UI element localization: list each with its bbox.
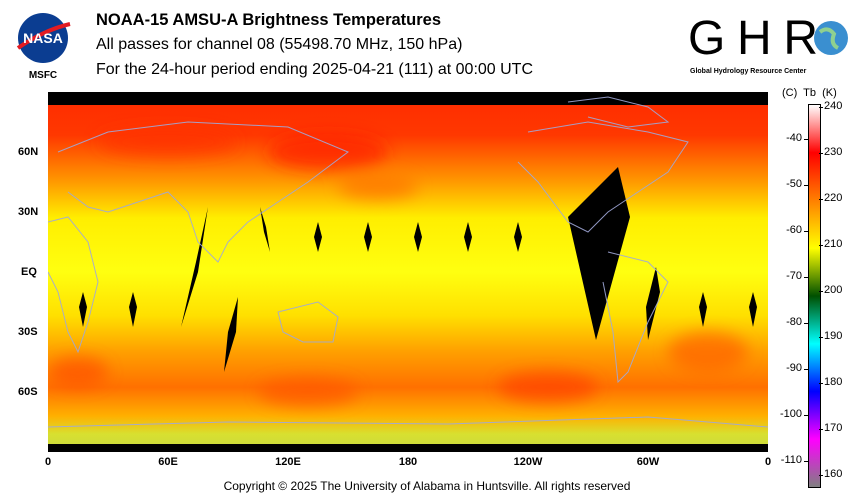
lon-label: 120W: [513, 456, 543, 468]
colorbar-header: (C) Tb (K): [782, 87, 837, 99]
lon-label: 60W: [636, 456, 660, 468]
lon-label: 0: [764, 456, 772, 468]
colorbar-tick: [804, 184, 808, 186]
colorbar-tick: [804, 230, 808, 232]
colorbar-tick: [819, 383, 823, 384]
colorbar-tick: [819, 337, 823, 338]
copyright: Copyright © 2025 The University of Alaba…: [223, 479, 631, 493]
celsius-label: -50: [786, 177, 802, 190]
kelvin-label: 180: [824, 376, 843, 388]
lat-label: 60N: [18, 146, 39, 158]
svg-text:GHR: GHR: [688, 12, 818, 65]
lat-label: 30S: [18, 326, 38, 338]
celsius-label: -40: [786, 131, 802, 144]
lat-label: 60S: [18, 386, 38, 398]
kelvin-label: 220: [824, 192, 843, 204]
colorbar-tick: [819, 291, 823, 292]
celsius-label: -70: [786, 269, 802, 282]
lon-label: 0: [44, 456, 52, 468]
celsius-label: -90: [786, 361, 802, 374]
colorbar-tick: [804, 414, 808, 416]
lat-label: 30N: [18, 206, 39, 218]
colorbar-tick: [819, 107, 823, 108]
kelvin-label: 200: [824, 284, 843, 296]
celsius-label: -80: [786, 315, 802, 328]
chart-subtitle: All passes for channel 08 (55498.70 MHz,…: [96, 36, 463, 53]
colorbar-tick: [804, 322, 808, 324]
celsius-label: -60: [786, 223, 802, 236]
lon-label: 180: [398, 456, 418, 468]
colorbar-tick: [804, 276, 808, 278]
ghrc-logo: GHR Global Hydrology Resource Center: [688, 12, 848, 75]
chart-title: NOAA-15 AMSU-A Brightness Temperatures: [96, 11, 442, 29]
kelvin-label: 190: [824, 330, 843, 342]
colorbar: [808, 104, 821, 488]
colorbar-tick: [819, 199, 823, 200]
chart-period: For the 24-hour period ending 2025-04-21…: [96, 61, 534, 78]
colorbar-tick: [819, 153, 823, 154]
colorbar-tick: [804, 138, 808, 140]
lon-label: 120E: [275, 456, 301, 468]
nasa-logo: NASA MSFC: [16, 13, 71, 80]
svg-text:MSFC: MSFC: [29, 70, 57, 80]
kelvin-label: 170: [824, 422, 843, 434]
colorbar-tick: [819, 245, 823, 246]
celsius-label: -110: [780, 453, 802, 466]
lon-label: 60E: [158, 456, 178, 468]
svg-text:Global Hydrology Resource Cent: Global Hydrology Resource Center: [690, 68, 807, 75]
lat-label: EQ: [21, 266, 37, 278]
celsius-label: -100: [779, 407, 802, 420]
kelvin-label: 160: [824, 468, 843, 480]
colorbar-tick: [804, 368, 808, 370]
data-gap-swaths: [79, 167, 757, 372]
colorbar-tick: [819, 429, 823, 430]
colorbar-tick: [804, 460, 808, 462]
colorbar-tick: [819, 475, 823, 476]
kelvin-label: 210: [824, 238, 843, 250]
kelvin-label: 230: [824, 146, 843, 158]
brightness-map: [48, 92, 768, 452]
coastlines: [48, 96, 768, 428]
svg-text:NASA: NASA: [23, 30, 63, 46]
kelvin-label: 240: [824, 100, 843, 112]
